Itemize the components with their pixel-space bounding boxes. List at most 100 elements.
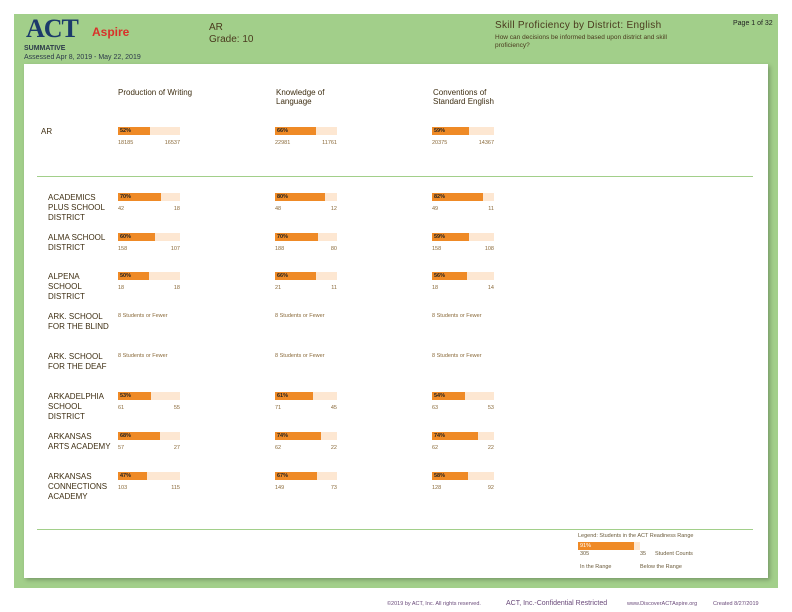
summative-label: SUMMATIVE: [24, 45, 66, 52]
grade-label: Grade: 10: [209, 34, 254, 45]
below-range-count: 11761: [322, 140, 337, 146]
few-students-note: 8 Students or Fewer: [118, 313, 168, 319]
in-range-count: 149: [275, 485, 285, 491]
proficiency-pct: 82%: [434, 194, 446, 200]
proficiency-bar-fill: [432, 193, 483, 201]
proficiency-bar-fill: [275, 392, 313, 400]
few-students-note: 8 Students or Fewer: [275, 313, 325, 319]
proficiency-bar: 74%: [432, 432, 494, 440]
in-range-count: 63: [432, 405, 439, 411]
below-range-count: 22: [487, 445, 494, 451]
footer-created: Created 8/27/2019: [713, 601, 759, 607]
proficiency-bar: 66%: [275, 127, 337, 135]
proficiency-bar-fill: [118, 127, 151, 135]
below-range-count: 115: [171, 485, 180, 491]
proficiency-bar: 74%: [275, 432, 337, 440]
proficiency-bar-fill: [118, 432, 161, 440]
proficiency-pct: 70%: [120, 194, 132, 200]
below-range-count: 80: [330, 246, 337, 252]
proficiency-pct: 74%: [277, 433, 289, 439]
in-range-count: 20375: [432, 140, 448, 146]
below-range-count: 18: [173, 285, 180, 291]
in-range-count: 57: [118, 445, 125, 451]
in-range-count: 62: [275, 445, 282, 451]
proficiency-bar: 82%: [432, 193, 494, 201]
in-range-count: 48: [275, 206, 282, 212]
below-range-count: 14: [487, 285, 494, 291]
district-name: ALPENA SCHOOL DISTRICT: [48, 272, 85, 301]
footer-copyright: ©2019 by ACT, Inc. All rights reserved.: [387, 601, 481, 607]
below-range-count: 27: [173, 445, 180, 451]
assessed-dates: Assessed Apr 8, 2019 - May 22, 2019: [24, 54, 141, 61]
proficiency-bar-fill: [275, 272, 316, 280]
proficiency-pct: 50%: [120, 273, 132, 279]
proficiency-bar: 67%: [275, 472, 337, 480]
proficiency-bar-fill: [275, 432, 321, 440]
proficiency-pct: 74%: [434, 433, 446, 439]
below-range-count: 53: [487, 405, 494, 411]
district-name: ARK. SCHOOL FOR THE DEAF: [48, 352, 107, 371]
divider: [37, 176, 753, 177]
below-range-count: 73: [330, 485, 337, 491]
in-range-count: 71: [275, 405, 282, 411]
act-logo: ACT: [26, 14, 79, 43]
below-range-count: 18: [173, 206, 180, 212]
in-range-count: 128: [432, 485, 442, 491]
proficiency-bar-fill: [432, 233, 469, 241]
below-range-count: 55: [173, 405, 180, 411]
in-range-count: 18185: [118, 140, 134, 146]
in-range-count: 21: [275, 285, 282, 291]
column-header: Production of Writing: [118, 88, 193, 97]
in-range-count: 42: [118, 206, 125, 212]
below-range-count: 14367: [478, 140, 494, 146]
proficiency-bar-fill: [275, 127, 316, 135]
report-subtitle: How can decisions be informed based upon…: [495, 34, 667, 49]
district-name: ARK. SCHOOL FOR THE BLIND: [48, 312, 109, 331]
proficiency-bar-fill: [432, 392, 466, 400]
in-range-count: 158: [432, 246, 442, 252]
legend-bar: 91%: [578, 542, 640, 550]
state-row-name: AR: [41, 127, 53, 136]
legend-counts-label: Student Counts: [655, 551, 693, 557]
proficiency-bar: 52%: [118, 127, 180, 135]
proficiency-bar: 58%: [432, 472, 494, 480]
district-name: ARKANSAS ARTS ACADEMY: [48, 432, 111, 451]
below-range-count: 108: [484, 246, 494, 252]
footer-url[interactable]: www.DiscoverACTAspire.org: [627, 601, 698, 607]
district-name: ALMA SCHOOL DISTRICT: [48, 233, 106, 252]
legend-bar-fill: [578, 542, 635, 550]
proficiency-bar-fill: [432, 127, 469, 135]
proficiency-pct: 59%: [434, 234, 446, 240]
in-range-count: 22981: [275, 140, 291, 146]
proficiency-bar-fill: [118, 392, 151, 400]
proficiency-pct: 70%: [277, 234, 289, 240]
proficiency-bar-fill: [275, 472, 317, 480]
proficiency-bar: 66%: [275, 272, 337, 280]
proficiency-bar-fill: [118, 272, 149, 280]
report-title: Skill Proficiency by District: English: [495, 20, 662, 31]
proficiency-pct: 66%: [277, 128, 289, 134]
legend-pct: 91%: [580, 543, 592, 549]
proficiency-bar: 80%: [275, 193, 337, 201]
proficiency-bar: 56%: [432, 272, 494, 280]
proficiency-bar-fill: [275, 233, 319, 241]
proficiency-pct: 68%: [120, 433, 132, 439]
proficiency-bar-fill: [432, 472, 468, 480]
below-range-count: 16537: [164, 140, 180, 146]
proficiency-bar: 61%: [275, 392, 337, 400]
district-name: ARKANSAS CONNECTIONS ACADEMY: [48, 472, 108, 501]
proficiency-pct: 59%: [434, 128, 446, 134]
below-range-count: 12: [330, 206, 337, 212]
proficiency-pct: 60%: [120, 234, 132, 240]
proficiency-bar-fill: [118, 193, 162, 201]
in-range-count: 61: [118, 405, 125, 411]
column-header: Conventions of Standard English: [433, 88, 494, 106]
proficiency-pct: 80%: [277, 194, 289, 200]
page-number: Page 1 of 32: [733, 20, 773, 27]
legend-title: Legend: Students in the ACT Readiness Ra…: [578, 533, 694, 539]
proficiency-bar-fill: [275, 193, 325, 201]
legend-in-count: 305: [580, 551, 590, 557]
below-range-count: 11: [331, 285, 337, 291]
in-range-count: 188: [275, 246, 285, 252]
proficiency-bar: 50%: [118, 272, 180, 280]
